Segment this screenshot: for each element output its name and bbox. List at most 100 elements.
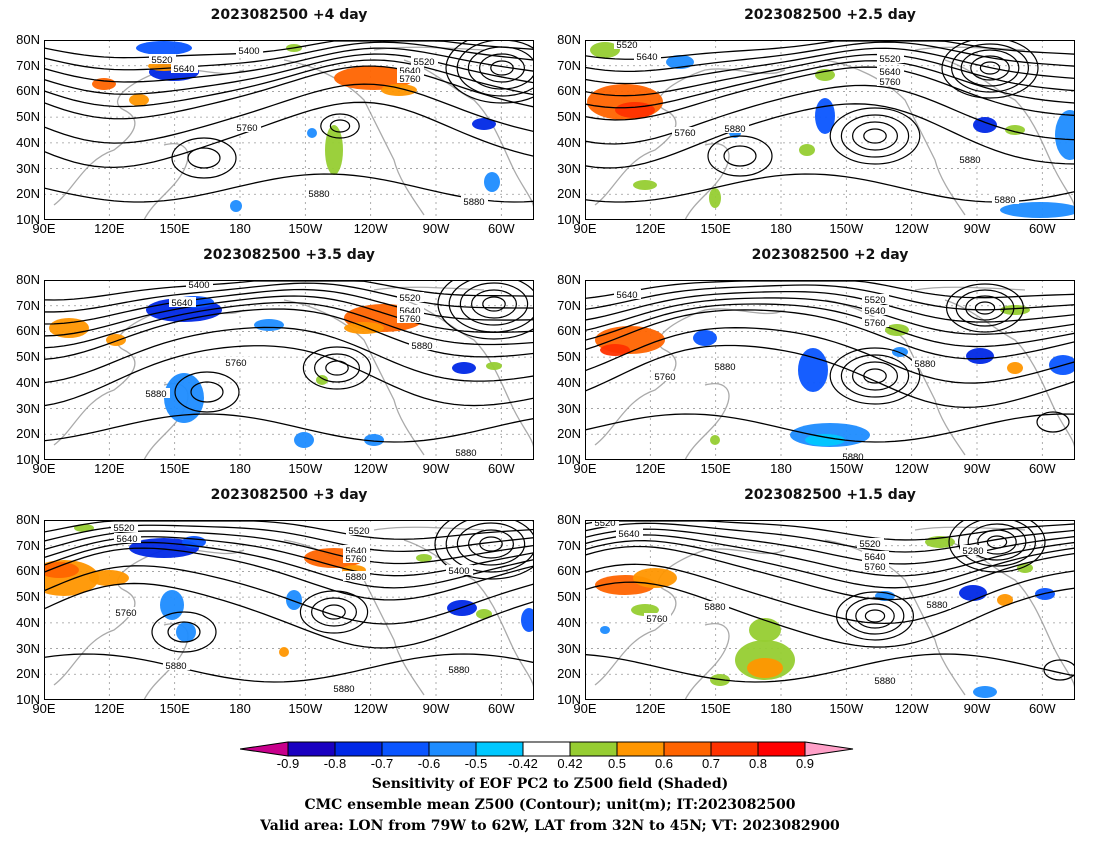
closed-contour — [471, 289, 518, 319]
sensitivity-patch — [307, 128, 317, 138]
closed-contour — [977, 529, 1017, 555]
sensitivity-patch — [710, 435, 720, 445]
caption-line-1: Sensitivity of EOF PC2 to Z500 field (Sh… — [371, 776, 729, 792]
contour-label: 5760 — [674, 128, 695, 139]
lat-tick-label: 60N — [557, 323, 581, 339]
colorbar-segment — [569, 741, 618, 757]
contour-label: 5520 — [348, 526, 369, 537]
lat-tick-label: 20N — [16, 186, 40, 202]
sensitivity-patch — [521, 608, 534, 632]
sensitivity-patch — [486, 362, 502, 370]
lat-tick-label: 80N — [557, 32, 581, 47]
closed-contour — [840, 114, 910, 158]
lat-tick-label: 30N — [557, 640, 581, 656]
map-panel: 5400 5640 5520 5640 5760 5880 5760 5880 5880 — [44, 280, 534, 460]
sensitivity-patch — [484, 172, 500, 192]
map-panel: 5520 5640 5520 5640 5760 5760 5880 5880 5880 — [585, 40, 1075, 220]
z500-contour — [585, 103, 1075, 169]
closed-contour — [479, 536, 503, 552]
colorbar-label: 0.6 — [654, 756, 674, 771]
panel-title: 2023082500 +1.5 day — [744, 487, 916, 503]
closed-contour — [1043, 659, 1075, 681]
contour-label: 5520 — [594, 520, 615, 529]
sensitivity-patch — [254, 319, 284, 331]
closed-contour — [836, 591, 915, 641]
colorbar-label: -0.9 — [276, 756, 300, 771]
lon-tick-label: 180 — [770, 461, 792, 476]
contour-label: 5640 — [399, 66, 420, 77]
panel-title: 2023082500 +2.5 day — [744, 7, 916, 23]
contour-label: 5880 — [333, 684, 354, 695]
closed-contour — [863, 128, 887, 144]
z500-contour — [44, 301, 534, 349]
lon-tick-label: 60W — [487, 221, 515, 236]
colorbar-segment — [287, 741, 336, 757]
z500-contour — [44, 47, 534, 83]
lat-tick-label: 30N — [16, 160, 40, 176]
lat-tick-label: 50N — [16, 589, 40, 605]
panel-title: 2023082500 +4 day — [210, 7, 368, 23]
lat-tick-label: 70N — [557, 57, 581, 73]
lat-tick-label: 80N — [557, 512, 581, 527]
sensitivity-patch — [129, 94, 149, 106]
contour-label: 5520 — [399, 293, 420, 304]
z500-contour — [585, 522, 1075, 553]
sensitivity-patch — [44, 562, 79, 578]
contour-label: 5280 — [962, 546, 983, 557]
closed-contour — [479, 53, 526, 83]
sensitivity-patch — [230, 200, 242, 212]
colorbar — [239, 741, 860, 761]
lat-tick-label: 10N — [557, 452, 581, 467]
colorbar-label: -0.8 — [323, 756, 347, 771]
colorbar-segment — [710, 741, 759, 757]
closed-contour — [855, 603, 895, 629]
lon-tick-label: 150E — [159, 221, 190, 236]
sensitivity-patch — [615, 102, 655, 118]
z500-contour — [585, 545, 1075, 601]
colorbar-label: 0.7 — [701, 756, 721, 771]
lat-tick-label: 20N — [557, 426, 581, 442]
closed-contour — [437, 280, 534, 340]
z500-contour — [585, 309, 1075, 360]
z500-contour — [44, 520, 534, 540]
lat-tick-label: 70N — [557, 537, 581, 553]
sensitivity-patch — [709, 188, 721, 208]
lon-tick-label: 90W — [963, 701, 991, 716]
contour-label: 5880 — [724, 124, 745, 135]
contour-label: 5760 — [115, 608, 136, 619]
contour-label: 5880 — [308, 189, 329, 200]
sensitivity-patch — [959, 585, 987, 601]
caption-line-3: Valid area: LON from 79W to 62W, LAT fro… — [260, 818, 840, 834]
contour-label: 5880 — [448, 665, 469, 676]
sensitivity-patch — [966, 348, 994, 364]
lon-tick-label: 150E — [700, 701, 731, 716]
lon-tick-label: 90W — [422, 221, 450, 236]
z500-contour-5880 — [44, 413, 534, 443]
z500-contour — [585, 280, 1075, 300]
closed-contour — [456, 522, 526, 566]
closed-contour — [946, 283, 1025, 333]
z500-contour — [44, 101, 534, 169]
map-panel: 5640 5520 5640 5760 5760 5880 5880 5880 — [585, 280, 1075, 460]
lat-tick-label: 60N — [16, 323, 40, 339]
lat-tick-label: 50N — [16, 349, 40, 365]
sensitivity-patch — [476, 609, 492, 619]
closed-contour — [864, 609, 886, 623]
colorbar-label: 0.5 — [607, 756, 627, 771]
closed-contour — [979, 61, 1001, 75]
closed-contour — [852, 121, 899, 151]
lat-tick-label: 20N — [16, 426, 40, 442]
lat-tick-label: 40N — [557, 374, 581, 390]
closed-contour — [1036, 411, 1070, 433]
closed-contour — [967, 523, 1027, 561]
lon-tick-label: 120E — [94, 701, 125, 716]
lon-tick-label: 90E — [32, 701, 56, 716]
z500-contour — [44, 83, 534, 144]
contour-label: 5880 — [994, 195, 1015, 206]
closed-contour — [948, 520, 1046, 573]
